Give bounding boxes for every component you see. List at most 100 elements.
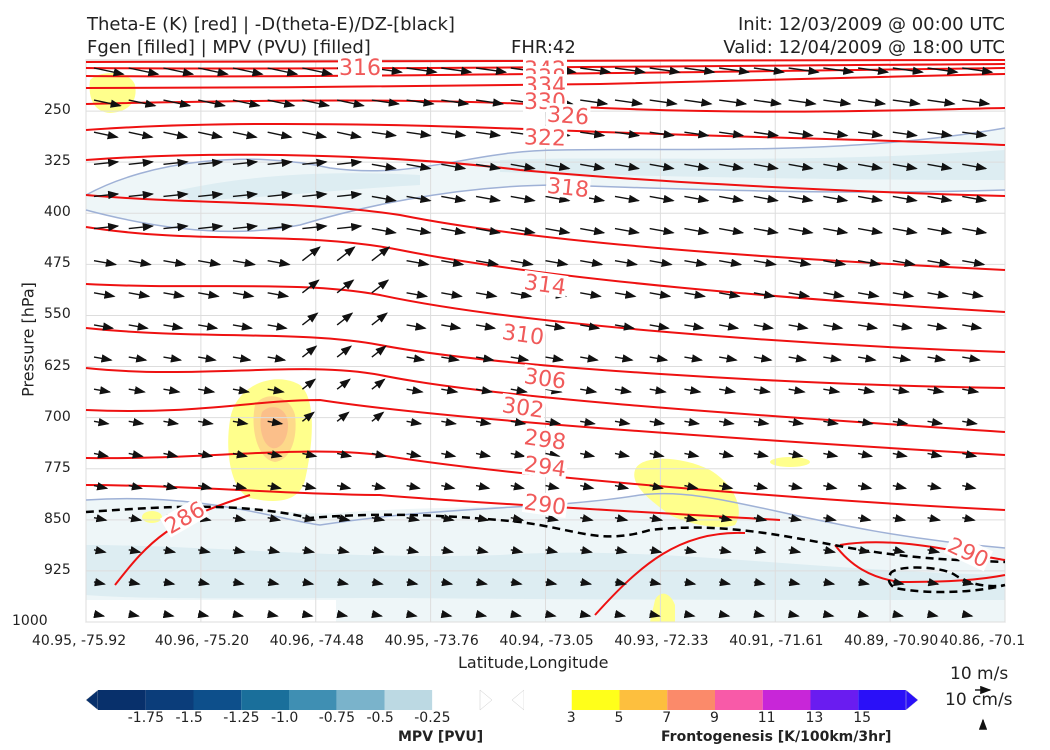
mpv-colorbar-tick: -1.25 [223, 710, 260, 726]
theta-e-contour [85, 226, 1006, 313]
wind-vector [822, 609, 835, 619]
forecast-hour: FHR:42 [511, 37, 576, 58]
wind-vector [857, 386, 876, 395]
wind-vector [440, 609, 453, 619]
wind-vector [198, 546, 211, 555]
wind-vector [788, 226, 814, 236]
wind-vector [371, 226, 397, 236]
wind-vector [892, 322, 913, 331]
wind-vector [475, 162, 502, 171]
wind-vector [301, 246, 321, 262]
wind-vector [962, 482, 977, 491]
contour-label-bg [545, 173, 592, 201]
wind-vector [371, 279, 390, 294]
wind-vector [267, 514, 282, 523]
contour-label-bg [338, 56, 382, 78]
wind-vector [198, 190, 224, 200]
wind-vector [336, 609, 349, 619]
wind-vector [823, 130, 849, 139]
wind-vector [267, 99, 296, 108]
wind-vector [301, 312, 319, 326]
wind-vector [232, 417, 249, 427]
wind-vector [823, 386, 841, 395]
wind-vector [927, 322, 948, 331]
wind-vector [267, 386, 285, 395]
wind-vector [580, 226, 606, 236]
wind-vector [719, 546, 732, 555]
wind-vector [93, 158, 120, 168]
wind-vector [371, 411, 385, 422]
wind-vector [128, 482, 144, 491]
wind-vector [892, 66, 924, 75]
wind-vector [962, 514, 976, 523]
wind-vector [336, 546, 350, 555]
wind-vector [753, 98, 783, 107]
wind-vector [198, 482, 213, 491]
wind-vector [892, 290, 915, 299]
wind-vector [962, 386, 980, 395]
x-tick: 40.94, -73.05 [499, 633, 594, 649]
wind-vector [406, 130, 432, 139]
wind-vector [336, 482, 352, 491]
wind-vector [128, 609, 140, 619]
mpv-colorbar-segment [289, 690, 337, 710]
wind-vector [823, 450, 839, 459]
wind-vector [337, 222, 363, 232]
wind-vector [614, 322, 636, 331]
wind-vector [927, 162, 953, 171]
wind-vector [371, 577, 384, 587]
wind-vector [823, 66, 855, 75]
title-line-1: Theta-E (K) [red] | -D(theta-E)/DZ-[blac… [87, 14, 455, 35]
contour-label-bg [545, 102, 591, 128]
wind-vector [128, 222, 154, 232]
wind-vector [649, 194, 675, 204]
wind-vector [267, 222, 293, 232]
wind-vector [649, 417, 666, 427]
wind-vector [614, 482, 630, 491]
wind-vector [614, 258, 639, 267]
wind-vector [719, 162, 745, 171]
wind-vector [128, 386, 146, 395]
wind-vector [406, 417, 423, 427]
vertical-motion-reference-label: 10 cm/s [945, 690, 1013, 710]
wind-vector [753, 258, 777, 267]
wind-vector [823, 162, 849, 171]
wind-vector [441, 450, 457, 459]
wind-vector [927, 417, 944, 427]
wind-vector [614, 386, 633, 395]
wind-vector [475, 386, 494, 395]
wind-vector [719, 290, 741, 299]
wind-vector [198, 450, 214, 459]
wind-vector [545, 354, 565, 363]
fgen-colorbar-segment [858, 690, 906, 710]
wind-vector [475, 66, 508, 75]
wind-vector [371, 312, 388, 326]
wind-vector [336, 279, 355, 294]
wind-vector [198, 386, 216, 395]
wind-vector [580, 258, 604, 267]
wind-vector [267, 190, 293, 200]
wind-vector [337, 190, 363, 200]
wind-vector [198, 258, 222, 267]
wind-vector [510, 162, 536, 171]
wind-vector [441, 194, 467, 204]
fgen-colorbar-segment [667, 690, 715, 710]
wind-vector [163, 131, 189, 140]
fgen-colorbar-tick: 11 [757, 710, 776, 726]
wind-vector [441, 226, 467, 236]
wind-vector [267, 450, 283, 459]
wind-vector [232, 354, 252, 363]
wind-vector [892, 546, 906, 555]
contour-label-bg [943, 532, 994, 572]
wind-vector [93, 514, 108, 523]
wind-vector [684, 577, 697, 587]
x-tick: 40.86, -70.1 [940, 633, 1026, 649]
wind-vector [371, 130, 397, 139]
wind-vector [580, 98, 609, 107]
theta-e-label: 310 [500, 320, 545, 351]
wind-vector [302, 450, 318, 459]
fgen-colorbar-segment [524, 690, 572, 710]
wind-vector [128, 354, 148, 363]
wind-vector [128, 417, 145, 427]
wind-vector [823, 194, 849, 204]
